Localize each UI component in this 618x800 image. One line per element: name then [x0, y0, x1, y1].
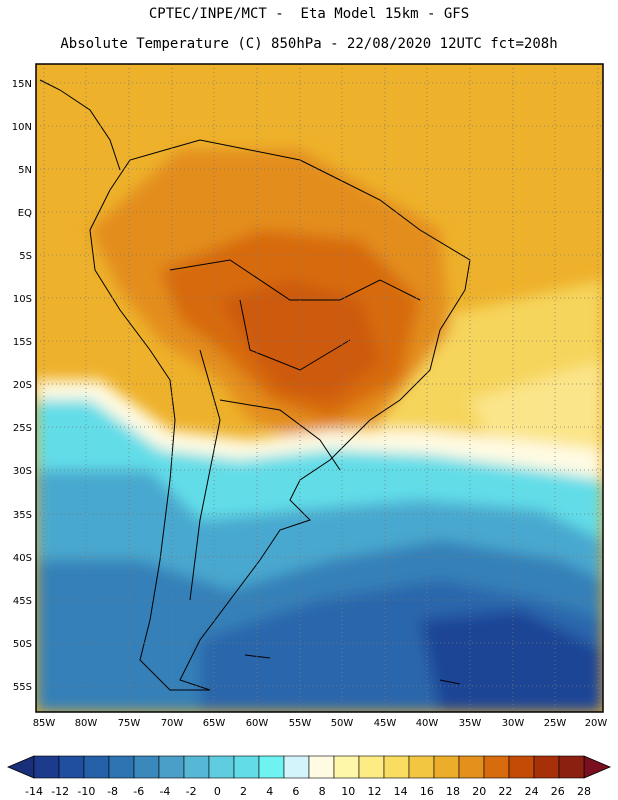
lat-label: EQ [18, 208, 32, 219]
colorbar-swatch [158, 755, 185, 779]
colorbar-label: 2 [240, 785, 247, 798]
colorbar-swatch [483, 755, 510, 779]
temperature-field [36, 64, 603, 712]
map-subtitle: Absolute Temperature (C) 850hPa - 22/08/… [60, 36, 558, 52]
colorbar-swatch [308, 755, 335, 779]
colorbar-label: -8 [107, 785, 118, 798]
colorbar-swatch [58, 755, 85, 779]
lon-label: 70W [161, 718, 184, 729]
colorbar-swatch [333, 755, 360, 779]
colorbar-label: -14 [25, 785, 43, 798]
lon-label: 60W [246, 718, 269, 729]
colorbar-label: 4 [266, 785, 273, 798]
colorbar-swatch [408, 755, 435, 779]
lat-label: 5N [18, 165, 32, 176]
colorbar-label: 0 [214, 785, 221, 798]
colorbar-swatch [533, 755, 560, 779]
lat-label: 10N [12, 122, 32, 133]
lon-label: 75W [118, 718, 141, 729]
lat-label: 40S [13, 553, 32, 564]
colorbar-label: 6 [292, 785, 299, 798]
colorbar-label: 14 [394, 785, 408, 798]
colorbar-swatch [208, 755, 235, 779]
lat-label: 35S [13, 510, 32, 521]
colorbar-label: 22 [498, 785, 512, 798]
colorbar-swatch [433, 755, 460, 779]
colorbar-label: 10 [341, 785, 355, 798]
colorbar-label: 18 [446, 785, 460, 798]
colorbar-label: -10 [77, 785, 95, 798]
lon-label: 50W [331, 718, 354, 729]
colorbar-label: 20 [472, 785, 486, 798]
latitude-axis: 15N 10N 5N EQ 5S 10S 15S 20S 25S 30S 35S… [12, 79, 32, 693]
colorbar-label: 26 [551, 785, 565, 798]
colorbar-label: 8 [319, 785, 326, 798]
colorbar-swatch [458, 755, 485, 779]
lon-label: 30W [502, 718, 525, 729]
lat-label: 30S [13, 466, 32, 477]
map-title: CPTEC/INPE/MCT - Eta Model 15km - GFS [148, 6, 470, 22]
lon-label: 35W [459, 718, 482, 729]
graticule [36, 64, 603, 712]
colorbar: -14 -12 -10 -8 -6 -4 -2 0 2 4 6 8 10 12 14 16 18 20 22 24 26… [6, 755, 612, 798]
lat-label: 45S [13, 596, 32, 607]
lon-label: 65W [203, 718, 226, 729]
coastlines [39, 79, 471, 691]
lon-label: 80W [75, 718, 98, 729]
colorbar-label: 12 [367, 785, 381, 798]
colorbar-swatch [358, 755, 385, 779]
lon-label: 55W [289, 718, 312, 729]
colorbar-min-arrow [6, 755, 35, 779]
colorbar-swatch [133, 755, 160, 779]
colorbar-max-arrow [583, 755, 612, 779]
lat-label: 10S [13, 294, 32, 305]
lat-label: 55S [13, 682, 32, 693]
colorbar-swatch [83, 755, 110, 779]
colorbar-swatch [33, 755, 60, 779]
lon-label: 40W [416, 718, 439, 729]
colorbar-label: 24 [525, 785, 539, 798]
longitude-axis: 85W 80W 75W 70W 65W 60W 55W 50W 45W 40W … [33, 718, 608, 729]
lat-label: 20S [13, 380, 32, 391]
lon-label: 85W [33, 718, 56, 729]
lat-label: 25S [13, 423, 32, 434]
colorbar-swatch [508, 755, 535, 779]
colorbar-swatch [183, 755, 210, 779]
colorbar-swatch [558, 755, 585, 779]
colorbar-label: -4 [159, 785, 170, 798]
colorbar-label: -12 [51, 785, 69, 798]
lat-label: 50S [13, 639, 32, 650]
lat-label: 5S [19, 251, 32, 262]
colorbar-swatch [383, 755, 410, 779]
colorbar-label: -6 [133, 785, 144, 798]
lat-label: 15S [13, 337, 32, 348]
lon-label: 45W [374, 718, 397, 729]
lon-label: 25W [544, 718, 567, 729]
map-frame [35, 63, 604, 713]
colorbar-label: 16 [420, 785, 434, 798]
colorbar-swatch [258, 755, 285, 779]
colorbar-swatch [108, 755, 135, 779]
colorbar-swatch [233, 755, 260, 779]
colorbar-swatch [283, 755, 310, 779]
lat-label: 15N [12, 79, 32, 90]
colorbar-label: -2 [186, 785, 197, 798]
lon-label: 20W [585, 718, 608, 729]
colorbar-label: 28 [577, 785, 591, 798]
